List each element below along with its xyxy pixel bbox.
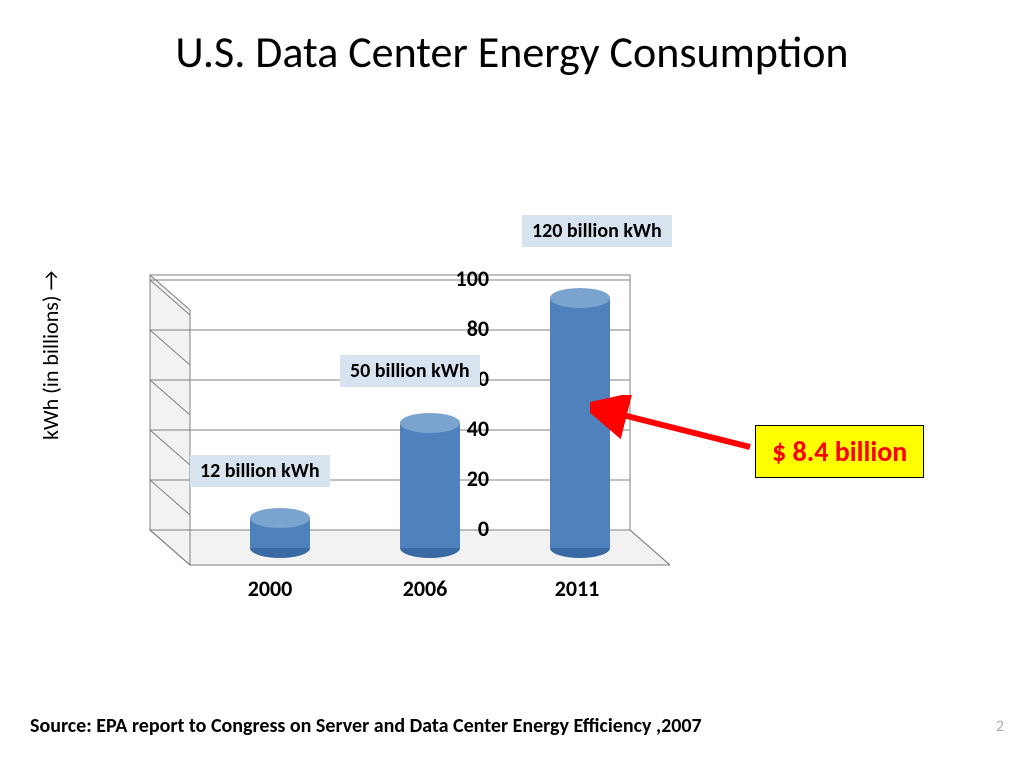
x-tick-2006: 2006 (385, 575, 465, 602)
callout-arrow-icon (590, 395, 770, 465)
bar-2000 (250, 508, 310, 558)
callout-box: $ 8.4 billion (755, 425, 924, 478)
page-number: 2 (996, 717, 1004, 736)
chart-svg (70, 265, 670, 605)
data-label-2006: 50 billion kWh (340, 355, 480, 387)
data-label-2000: 12 billion kWh (190, 455, 330, 487)
slide-title: U.S. Data Center Energy Consumption (0, 25, 1024, 79)
y-tick-20: 20 (439, 465, 489, 492)
y-tick-0: 0 (439, 515, 489, 542)
source-text: Source: EPA report to Congress on Server… (30, 714, 702, 738)
y-axis-title: kWh (in billions) → (37, 271, 64, 440)
y-tick-80: 80 (439, 315, 489, 342)
y-tick-100: 100 (439, 265, 489, 292)
data-label-2011: 120 billion kWh (522, 215, 672, 247)
chart-plot-area (70, 265, 670, 585)
x-tick-2011: 2011 (537, 575, 617, 602)
y-tick-40: 40 (439, 415, 489, 442)
x-tick-2000: 2000 (230, 575, 310, 602)
